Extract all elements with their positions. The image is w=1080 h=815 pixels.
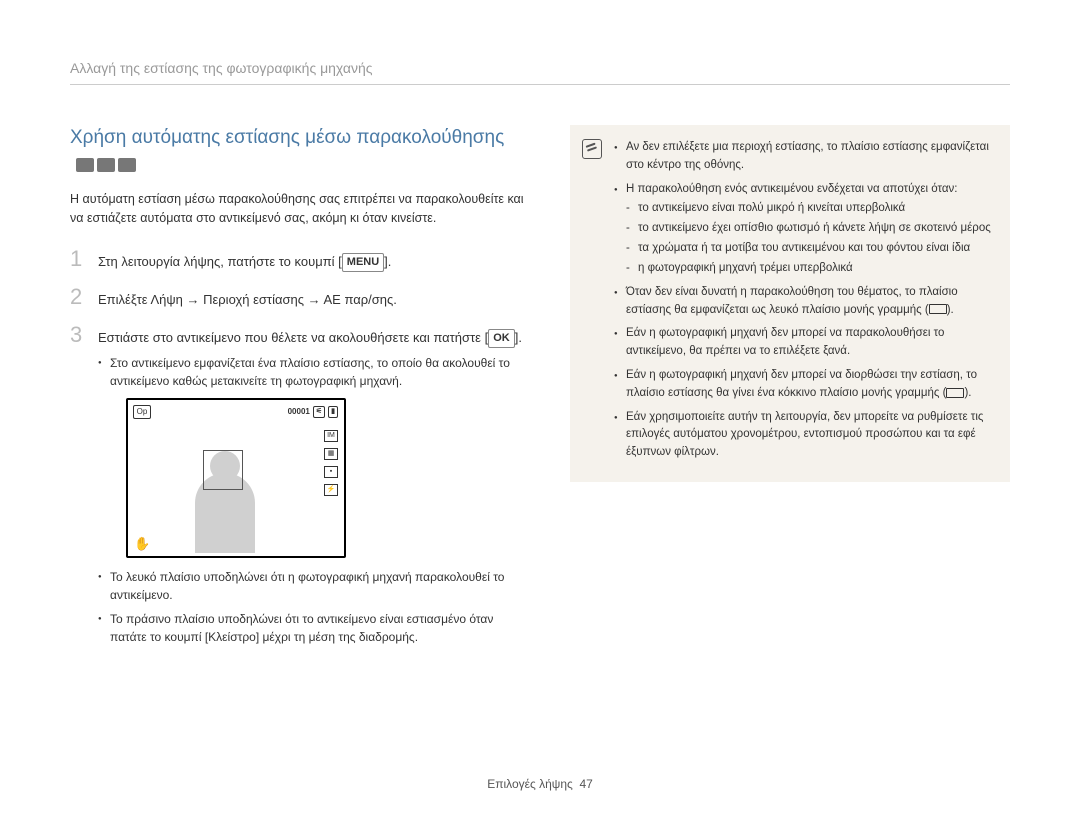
camera-mode-icon <box>76 158 94 172</box>
note-text-a: Όταν δεν είναι δυνατή η παρακολούθηση το… <box>626 286 958 316</box>
step-3: 3 Εστιάστε στο αντικείμενο που θέλετε να… <box>70 322 530 652</box>
step1-text-b: ]. <box>384 254 391 269</box>
note-icon <box>582 139 602 159</box>
ok-key: OK <box>488 329 515 348</box>
iso-icon: ▪ <box>324 466 338 478</box>
quality-icon: ▦ <box>324 448 338 460</box>
screen-mode-icon: Op <box>133 405 151 419</box>
section-title: Χρήση αυτόματης εστίασης μέσω παρακολούθ… <box>70 125 530 178</box>
sd-icon: ▮ <box>328 406 338 419</box>
steps-list: 1 Στη λειτουργία λήψης, πατήστε το κουμπ… <box>70 246 530 652</box>
note-item: Εάν χρησιμοποιείτε αυτήν τη λειτουργία, … <box>614 409 994 462</box>
right-column: Αν δεν επιλέξετε μια περιοχή εστίασης, τ… <box>570 125 1010 664</box>
step3-sublist-after: Το λευκό πλαίσιο υποδηλώνει ότι η φωτογρ… <box>98 568 530 646</box>
hand-shake-icon: ✋ <box>134 534 148 548</box>
footer-label: Επιλογές λήψης <box>487 777 573 791</box>
size-icon: IM <box>324 430 338 442</box>
photo-counter: 00001 <box>288 406 310 418</box>
step-body: Εστιάστε στο αντικείμενο που θέλετε να α… <box>98 328 530 652</box>
note-subitem: το αντικείμενο είναι πολύ μικρό ή κινείτ… <box>626 200 994 218</box>
red-frame-icon <box>946 388 964 398</box>
step-number: 3 <box>70 322 88 348</box>
note-item: Αν δεν επιλέξετε μια περιοχή εστίασης, τ… <box>614 139 994 175</box>
step1-text-a: Στη λειτουργία λήψης, πατήστε το κουμπί … <box>98 254 342 269</box>
page-number: 47 <box>579 777 592 791</box>
focus-frame <box>203 450 243 490</box>
screen-status-bar: 00001 ⚟ ▮ <box>288 406 338 419</box>
note-sublist: το αντικείμενο είναι πολύ μικρό ή κινείτ… <box>626 200 994 277</box>
page-header: Αλλαγή της εστίασης της φωτογραφικής μηχ… <box>70 60 1010 85</box>
note-text-a: Εάν η φωτογραφική μηχανή δεν μπορεί να δ… <box>626 369 977 399</box>
scene-mode-icon <box>97 158 115 172</box>
menu-key: MENU <box>342 253 384 272</box>
white-frame-icon <box>929 304 947 314</box>
step-number: 1 <box>70 246 88 272</box>
intro-text: Η αυτόματη εστίαση μέσω παρακολούθησης σ… <box>70 190 530 228</box>
note-subitem: η φωτογραφική μηχανή τρέμει υπερβολικά <box>626 260 994 278</box>
section-title-text: Χρήση αυτόματης εστίασης μέσω παρακολούθ… <box>70 127 504 148</box>
screen-side-icons: IM ▦ ▪ ⚡ <box>324 430 338 496</box>
note-box: Αν δεν επιλέξετε μια περιοχή εστίασης, τ… <box>570 125 1010 482</box>
step-number: 2 <box>70 284 88 310</box>
note-subitem: τα χρώματα ή τα μοτίβα του αντικειμένου … <box>626 240 994 258</box>
note-text-b: ). <box>947 304 954 316</box>
note-item: Εάν η φωτογραφική μηχανή δεν μπορεί να δ… <box>614 367 994 403</box>
mode-icons <box>76 158 136 172</box>
step-1: 1 Στη λειτουργία λήψης, πατήστε το κουμπ… <box>70 246 530 272</box>
note-item: Η παρακολούθηση ενός αντικειμένου ενδέχε… <box>614 181 994 278</box>
step-body: Στη λειτουργία λήψης, πατήστε το κουμπί … <box>98 252 530 272</box>
list-item: Στο αντικείμενο εμφανίζεται ένα πλαίσιο … <box>98 354 530 390</box>
step3-text-b: ]. <box>515 330 522 345</box>
note-subitem: το αντικείμενο έχει οπίσθιο φωτισμό ή κά… <box>626 220 994 238</box>
step3-sublist: Στο αντικείμενο εμφανίζεται ένα πλαίσιο … <box>98 354 530 390</box>
battery-icon: ⚟ <box>313 406 325 419</box>
dual-mode-icon <box>118 158 136 172</box>
flash-icon: ⚡ <box>324 484 338 496</box>
left-column: Χρήση αυτόματης εστίασης μέσω παρακολούθ… <box>70 125 530 664</box>
step3-text-a: Εστιάστε στο αντικείμενο που θέλετε να α… <box>98 330 488 345</box>
camera-screen-preview: Op 00001 ⚟ ▮ IM ▦ ▪ ⚡ ✋ <box>126 398 346 558</box>
content-columns: Χρήση αυτόματης εστίασης μέσω παρακολούθ… <box>70 125 1010 664</box>
list-item: Το πράσινο πλαίσιο υποδηλώνει ότι το αντ… <box>98 610 530 646</box>
list-item: Το λευκό πλαίσιο υποδηλώνει ότι η φωτογρ… <box>98 568 530 604</box>
note-item: Όταν δεν είναι δυνατή η παρακολούθηση το… <box>614 284 994 320</box>
step-2: 2 Επιλέξτε Λήψη → Περιοχή εστίασης → ΑΕ … <box>70 284 530 310</box>
note-item: Εάν η φωτογραφική μηχανή δεν μπορεί να π… <box>614 325 994 361</box>
page-footer: Επιλογές λήψης 47 <box>0 777 1080 791</box>
step-body: Επιλέξτε Λήψη → Περιοχή εστίασης → ΑΕ πα… <box>98 290 530 310</box>
note-text-b: ). <box>964 387 971 399</box>
note-text: Η παρακολούθηση ενός αντικειμένου ενδέχε… <box>626 183 958 195</box>
note-list: Αν δεν επιλέξετε μια περιοχή εστίασης, τ… <box>614 139 994 462</box>
